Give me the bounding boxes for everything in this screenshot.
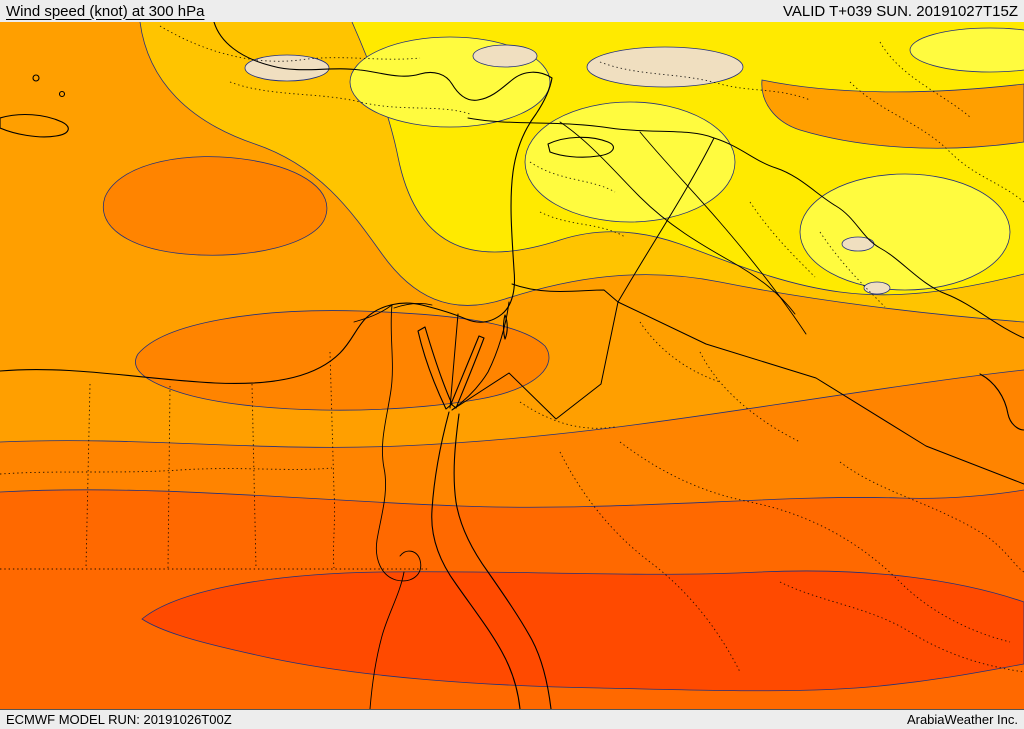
model-run-label: ECMWF MODEL RUN: 20191026T00Z: [6, 712, 232, 727]
border-israel-jordan: [451, 301, 510, 411]
contour-patch-bright-yellow-4: [909, 27, 1024, 73]
contour-patch-cream-2: [472, 44, 538, 68]
footer-bar: ECMWF MODEL RUN: 20191026T00Z ArabiaWeat…: [0, 709, 1024, 729]
map-title: Wind speed (knot) at 300 hPa: [6, 2, 205, 20]
island-aegean-1: [32, 74, 40, 82]
tigris-river: [639, 131, 807, 335]
island-crete: [0, 114, 69, 138]
wind-speed-map: [0, 22, 1024, 709]
dotted-boundary-egypt-vertical-2: [167, 385, 171, 569]
dotted-boundary-turkey-1: [159, 25, 421, 62]
gulf-of-suez: [417, 326, 453, 410]
dead-sea: [502, 314, 508, 340]
contour-patch-cream-5: [863, 281, 891, 295]
euphrates-river: [559, 121, 796, 315]
persian-gulf-coast: [979, 373, 1024, 431]
border-egypt-israel: [449, 313, 459, 409]
dotted-boundary-iraq-desert: [639, 321, 721, 383]
red-sea-east-shore: [453, 413, 552, 709]
dotted-boundary-iran-2: [879, 41, 971, 118]
dotted-boundary-egypt-vertical-4: [329, 351, 336, 569]
gulf-of-aqaba: [450, 335, 485, 409]
dotted-boundary-syria-2: [539, 211, 626, 238]
dotted-boundary-turkey-3: [599, 61, 811, 101]
dotted-boundary-saudi-1: [619, 441, 1011, 643]
contour-patch-cream-1: [244, 54, 330, 82]
contour-patch-bright-yellow-3: [799, 173, 1011, 291]
dotted-boundary-egypt-vertical-3: [251, 383, 257, 569]
dotted-boundary-saudi-2: [699, 351, 801, 443]
contour-core-red-orange: [141, 570, 1024, 692]
dotted-boundary-syria-1: [529, 161, 616, 193]
island-aegean-2: [58, 90, 66, 98]
credit-label: ArabiaWeather Inc.: [906, 712, 1018, 727]
contour-map-canvas: [0, 22, 1024, 709]
dotted-boundary-egypt-horizontal: [0, 467, 333, 475]
contour-line-burnt-orange-edge: [0, 489, 1024, 508]
contour-blob-deep-orange-northwest: [103, 156, 328, 256]
border-syria-iraq: [617, 137, 715, 303]
nile-delta-branch-west: [353, 304, 393, 323]
contour-line-yellow-edge: [351, 22, 1024, 296]
contour-line-deep-orange-edge: [0, 369, 1024, 448]
nile-river-lower: [369, 571, 405, 709]
coastline-mediterranean-levant: [0, 22, 553, 385]
contour-patch-cream-3: [586, 46, 744, 88]
contour-blob-deep-orange-central: [135, 310, 550, 411]
dotted-boundary-egypt-vertical-1: [85, 383, 91, 569]
border-jordan-syria: [511, 283, 619, 303]
contour-streak-orange-northeast: [761, 79, 1024, 149]
validity-label: VALID T+039 SUN. 20191027T15Z: [782, 2, 1018, 20]
nile-delta-branch-east: [393, 303, 433, 309]
dotted-boundary-saudi-4: [779, 581, 1024, 673]
island-cyprus: [547, 136, 614, 158]
border-turkey-iraq-iran: [713, 137, 1024, 339]
header-bar: Wind speed (knot) at 300 hPa VALID T+039…: [0, 0, 1024, 22]
border-iraq-saudi: [617, 301, 1024, 485]
nile-river-upper: [375, 304, 422, 582]
contour-line-orange-edge: [139, 22, 1024, 323]
border-turkey-syria: [467, 117, 715, 139]
border-jordan-saudi: [451, 301, 619, 420]
red-sea-west-shore: [431, 411, 521, 709]
